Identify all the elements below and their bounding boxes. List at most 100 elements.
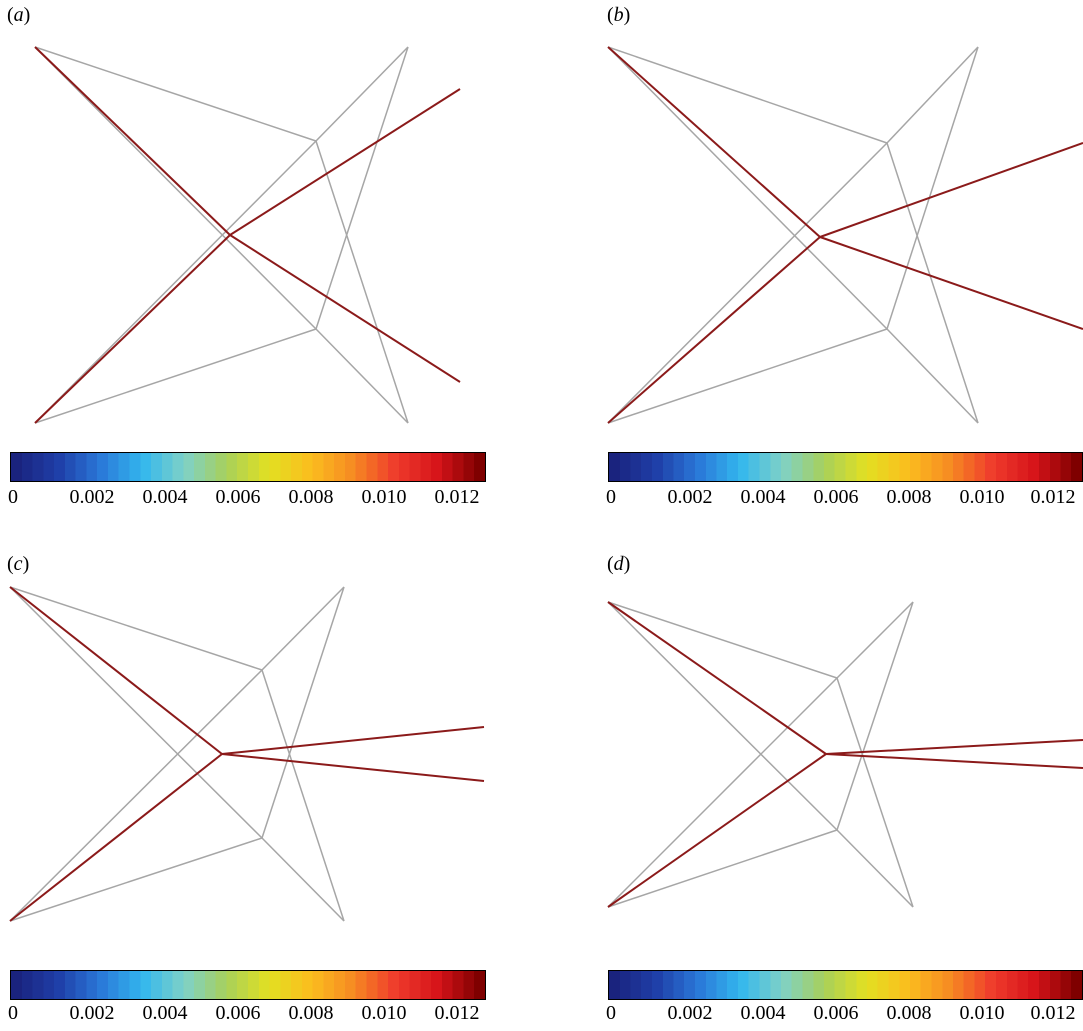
colorbar-tick: 0.006 <box>813 1002 859 1024</box>
member <box>607 677 838 908</box>
member <box>886 142 979 424</box>
panel-d-gray-members <box>607 601 914 908</box>
colorbar-tick: 0.010 <box>959 1002 1005 1024</box>
member <box>9 586 263 671</box>
member <box>261 669 345 922</box>
active-member <box>607 46 821 238</box>
colorbar-tick: 0.012 <box>434 1002 480 1024</box>
member <box>261 837 345 922</box>
colorbar-tick: 0.012 <box>434 486 480 508</box>
active-member <box>229 88 461 236</box>
active-member <box>229 234 461 383</box>
member <box>34 46 317 330</box>
active-member <box>607 601 827 755</box>
colorbar-tick: 0.002 <box>667 1002 713 1024</box>
panel-a-network <box>34 46 461 424</box>
colorbar-a: 0 0.002 0.004 0.006 0.008 0.010 0.012 <box>8 452 486 512</box>
member <box>261 586 345 839</box>
member <box>886 328 979 424</box>
member <box>607 46 888 144</box>
member <box>315 140 409 424</box>
member <box>9 837 263 922</box>
member <box>607 601 838 679</box>
member <box>9 586 263 839</box>
member <box>607 601 838 831</box>
active-member <box>825 739 1083 755</box>
colorbar-tick: 0.008 <box>288 1002 334 1024</box>
colorbar-tick: 0 <box>8 1002 18 1024</box>
panel-letter-c: c <box>13 553 23 575</box>
member <box>886 46 979 144</box>
colorbar-tick: 0.004 <box>142 486 188 508</box>
colorbar-tick: 0.004 <box>740 1002 786 1024</box>
colorbar-tick: 0.012 <box>1030 486 1076 508</box>
member <box>607 142 888 424</box>
colorbar-b: 0 0.002 0.004 0.006 0.008 0.010 0.012 <box>606 452 1083 512</box>
member <box>607 328 888 424</box>
active-member <box>221 726 485 755</box>
panel-a-gray-members <box>34 46 409 424</box>
colorbar-tick: 0.004 <box>740 486 786 508</box>
panel-b-gray-members <box>607 46 979 424</box>
member <box>315 328 409 424</box>
active-member <box>221 753 485 782</box>
member <box>34 140 317 424</box>
colorbar-tick: 0.010 <box>959 486 1005 508</box>
active-member <box>825 753 1083 769</box>
colorbar-gradient <box>608 452 1083 482</box>
colorbar-tick: 0.004 <box>142 1002 188 1024</box>
colorbar-gradient <box>10 452 486 482</box>
active-member <box>819 236 1083 330</box>
colorbar-tick: 0.006 <box>215 1002 261 1024</box>
panel-b-active-members <box>607 46 1083 424</box>
member <box>315 46 409 142</box>
member <box>34 46 317 142</box>
colorbar-gradient <box>10 970 486 1000</box>
colorbar-tick: 0.006 <box>813 486 859 508</box>
colorbar-tick: 0.002 <box>69 1002 115 1024</box>
colorbar-d: 0 0.002 0.004 0.006 0.008 0.010 0.012 <box>606 970 1083 1030</box>
colorbar-tick: 0.008 <box>886 1002 932 1024</box>
panel-d-active-members <box>607 601 1083 908</box>
panel-c-active-members <box>9 586 485 922</box>
active-member <box>9 753 223 922</box>
panel-label-b: (b) <box>607 4 631 26</box>
panel-letter-a: a <box>13 4 24 26</box>
active-member <box>607 236 821 424</box>
colorbar-tick: 0.008 <box>288 486 334 508</box>
active-member <box>34 46 231 236</box>
member <box>836 677 914 908</box>
panel-letter-d: d <box>613 553 624 575</box>
member <box>836 829 914 908</box>
active-member <box>34 234 231 424</box>
member <box>315 46 409 330</box>
colorbar-tick: 0 <box>606 486 616 508</box>
panel-c-gray-members <box>9 586 345 922</box>
panel-c-network <box>9 586 485 922</box>
active-member <box>819 142 1083 238</box>
panel-a-active-members <box>34 46 461 424</box>
member <box>9 669 263 922</box>
member <box>836 601 914 831</box>
member <box>261 586 345 671</box>
panel-label-a: (a) <box>7 4 31 26</box>
active-member <box>9 586 223 755</box>
colorbar-tick: 0.012 <box>1030 1002 1076 1024</box>
panel-d-network <box>607 601 1083 908</box>
colorbar-tick: 0 <box>606 1002 616 1024</box>
member <box>607 829 838 908</box>
panel-label-c: (c) <box>7 553 30 575</box>
colorbar-tick: 0 <box>8 486 18 508</box>
colorbar-gradient <box>608 970 1083 1000</box>
colorbar-tick: 0.008 <box>886 486 932 508</box>
active-member <box>607 753 827 908</box>
panel-label-d: (d) <box>607 553 631 575</box>
member <box>34 328 317 424</box>
colorbar-tick: 0.010 <box>361 1002 407 1024</box>
panel-letter-b: b <box>613 4 624 26</box>
member <box>886 46 979 330</box>
member <box>607 46 888 330</box>
member <box>836 601 914 679</box>
colorbar-tick: 0.002 <box>667 486 713 508</box>
